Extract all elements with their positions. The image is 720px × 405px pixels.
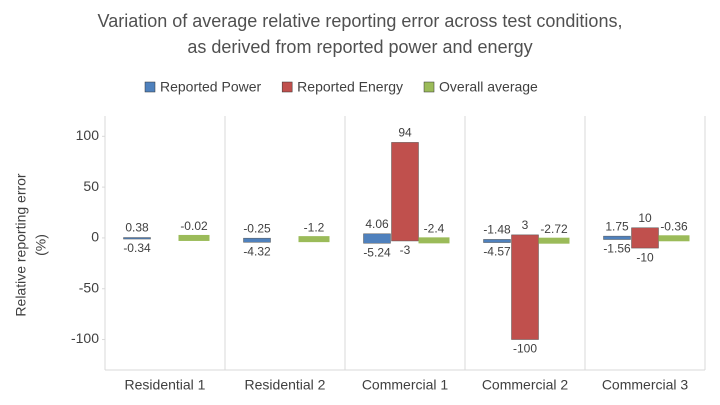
legend-label: Overall average <box>439 79 538 95</box>
x-tick-label: Residential 1 <box>125 377 206 393</box>
average-bar <box>298 236 330 243</box>
average-bar <box>418 237 450 244</box>
range-bar <box>511 234 539 340</box>
data-label: 3 <box>522 218 529 232</box>
data-label: -1.56 <box>603 242 631 256</box>
data-label: 94 <box>398 126 412 140</box>
average-bar <box>538 237 570 244</box>
data-label: -3 <box>400 243 411 257</box>
data-label: 4.06 <box>365 217 389 231</box>
range-bar <box>363 233 391 244</box>
average-bar <box>178 234 210 241</box>
chart-title: as derived from reported power and energ… <box>187 37 532 57</box>
data-label: -0.25 <box>243 221 271 235</box>
average-bar <box>658 235 690 242</box>
data-label: -2.4 <box>424 222 445 236</box>
data-label: -0.02 <box>180 219 208 233</box>
legend-swatch <box>144 81 156 93</box>
legend-label: Reported Power <box>160 79 262 95</box>
range-bar <box>243 237 271 243</box>
y-tick-label: 0 <box>91 229 99 245</box>
data-label: 10 <box>638 211 652 225</box>
data-label: -2.72 <box>540 222 568 236</box>
x-tick-label: Commercial 3 <box>602 377 689 393</box>
y-tick-label: 50 <box>83 178 99 194</box>
range-bar <box>483 239 511 243</box>
data-label: -0.34 <box>123 241 151 255</box>
y-axis-label: (%) <box>33 234 49 256</box>
chart-title: Variation of average relative reporting … <box>98 11 623 31</box>
y-tick-label: -50 <box>79 279 99 295</box>
data-label: -100 <box>513 342 537 356</box>
x-tick-label: Commercial 1 <box>362 377 449 393</box>
data-label: 0.38 <box>125 221 149 235</box>
data-label: -10 <box>636 250 654 264</box>
data-label: 1.75 <box>605 219 629 233</box>
data-label: -1.2 <box>304 220 325 234</box>
legend-label: Reported Energy <box>297 79 403 95</box>
x-tick-label: Commercial 2 <box>482 377 569 393</box>
y-tick-label: 100 <box>76 127 100 143</box>
range-bar <box>603 235 631 240</box>
legend-swatch <box>423 81 435 93</box>
range-bar <box>123 237 151 240</box>
legend-swatch <box>281 81 293 93</box>
x-tick-label: Residential 2 <box>245 377 326 393</box>
data-label: -5.24 <box>363 245 391 259</box>
data-label: -0.36 <box>660 219 688 233</box>
data-label: -4.57 <box>483 245 511 259</box>
range-bar <box>391 142 419 242</box>
range-bar <box>631 227 659 249</box>
data-label: -4.32 <box>243 244 271 258</box>
y-axis-title: Relative reporting error (%) <box>13 173 49 317</box>
data-label: -1.48 <box>483 223 511 237</box>
y-axis-label: Relative reporting error <box>13 173 29 317</box>
y-tick-label: -100 <box>71 330 99 346</box>
